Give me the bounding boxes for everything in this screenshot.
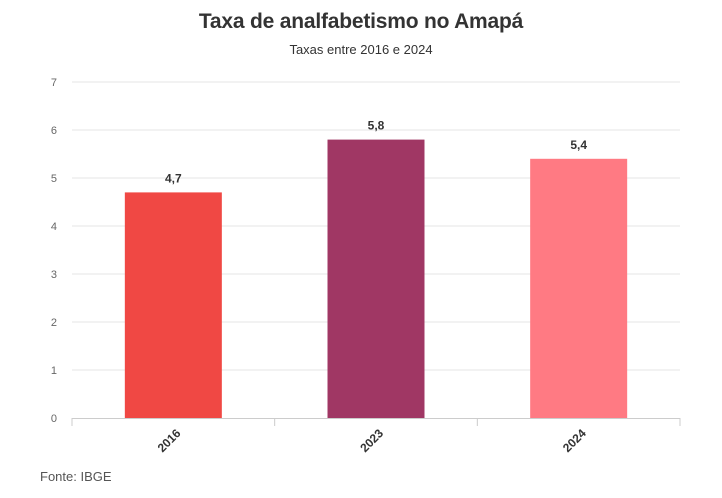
chart-subtitle: Taxas entre 2016 e 2024 bbox=[289, 42, 433, 57]
x-axis-ticks: 2016 2023 2024 bbox=[155, 426, 589, 455]
bar-2024 bbox=[530, 158, 628, 419]
x-tick-label: 2016 bbox=[155, 426, 184, 455]
x-tick-label: 2024 bbox=[560, 426, 589, 455]
y-tick-label: 7 bbox=[51, 77, 57, 89]
data-label: 5,8 bbox=[368, 119, 385, 133]
x-axis bbox=[71, 418, 681, 426]
bars bbox=[124, 139, 628, 419]
data-label: 5,4 bbox=[570, 138, 587, 152]
data-label: 4,7 bbox=[165, 171, 182, 185]
chart-title: Taxa de analfabetismo no Amapá bbox=[198, 10, 524, 33]
data-labels: 4,7 5,8 5,4 bbox=[165, 119, 587, 186]
y-axis-ticks: 0 1 2 3 4 5 6 7 bbox=[51, 77, 57, 425]
y-tick-label: 3 bbox=[51, 269, 57, 281]
y-tick-label: 0 bbox=[51, 413, 57, 425]
y-tick-label: 2 bbox=[51, 317, 57, 329]
bar-2023 bbox=[327, 139, 425, 418]
x-tick-label: 2023 bbox=[357, 426, 386, 455]
source-note: Fonte: IBGE bbox=[40, 469, 112, 484]
bar-2016 bbox=[124, 192, 222, 418]
y-tick-label: 4 bbox=[51, 221, 57, 233]
y-tick-label: 6 bbox=[51, 125, 57, 137]
y-tick-label: 1 bbox=[51, 365, 57, 377]
y-tick-label: 5 bbox=[51, 173, 57, 185]
